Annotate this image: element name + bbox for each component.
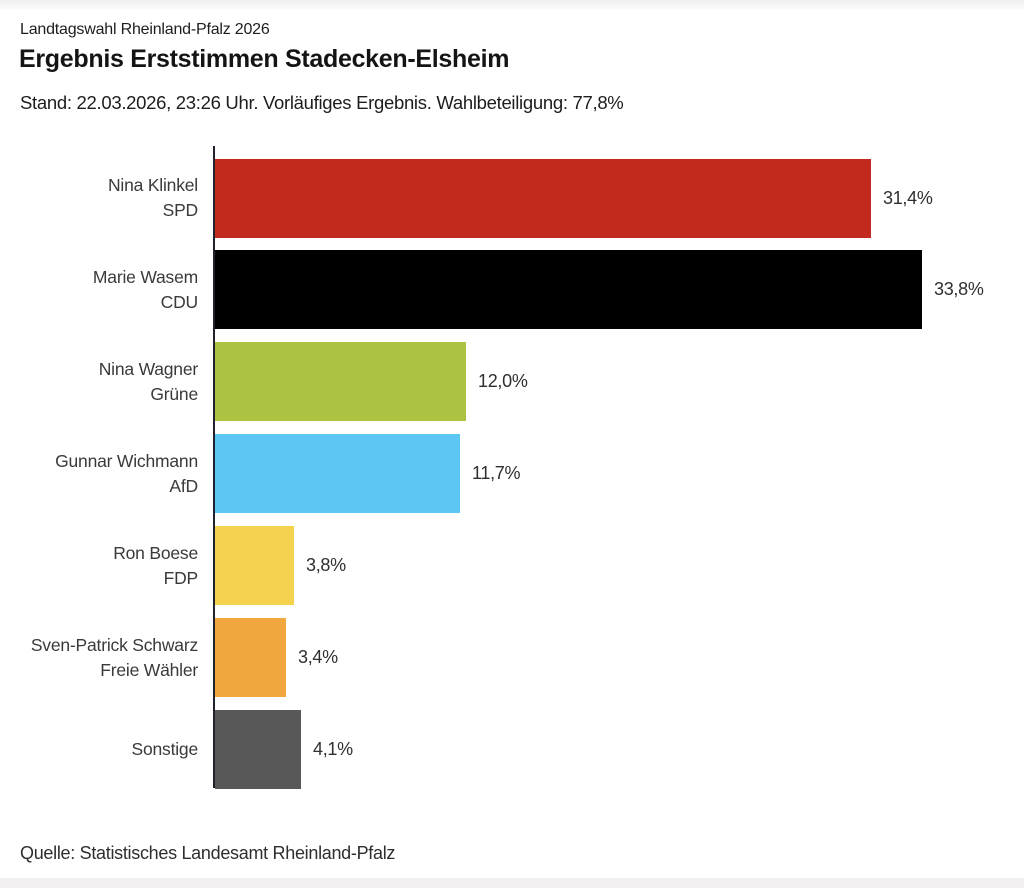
bar-category-label: Sonstige: [0, 703, 198, 795]
bar-track: 3,4%: [215, 612, 1024, 704]
bar-value-label: 4,1%: [313, 738, 353, 759]
bar-fill: [215, 434, 460, 514]
bar-category-label: Ron Boese FDP: [0, 520, 198, 612]
bar-value-label: 31,4%: [883, 187, 933, 208]
y-axis-line: [213, 146, 215, 788]
bar-track: 4,1%: [215, 703, 1024, 795]
candidate-name: Nina Klinkel: [107, 175, 198, 195]
candidate-name: Marie Wasem: [92, 266, 198, 287]
candidate-name: Ron Boese: [113, 542, 198, 563]
bar-value-label: 33,8%: [934, 279, 984, 300]
bar-category-label: Nina Klinkel SPD: [0, 152, 198, 244]
bar-fill: [215, 526, 294, 606]
candidate-name: Nina Wagner: [98, 358, 198, 379]
top-edge-strip: [0, 0, 1024, 9]
page-title: Ergebnis Erststimmen Stadecken-Elsheim: [19, 45, 510, 73]
bar-row: Gunnar Wichmann AfD 11,7%: [0, 428, 1024, 520]
bar-fill: [215, 618, 286, 697]
bar-track: 12,0%: [215, 336, 1024, 428]
bar-value-label: 3,4%: [298, 647, 338, 667]
party-name: FDP: [163, 567, 199, 588]
bar-track: 11,7%: [215, 428, 1024, 520]
bar-track: 33,8%: [215, 244, 1024, 336]
party-name: Grüne: [150, 383, 198, 404]
chart-kicker: Landtagswahl Rheinland-Pfalz 2026: [20, 21, 270, 38]
bar-category-label: Marie Wasem CDU: [0, 244, 198, 336]
bar-chart: Nina Klinkel SPD 31,4% Marie Wasem CDU 33,8% N…: [0, 146, 1024, 790]
party-name: AfD: [169, 475, 198, 496]
bar-fill: [215, 709, 301, 789]
bar-fill: [215, 250, 922, 330]
bar-value-label: 11,7%: [472, 463, 521, 484]
party-name: SPD: [162, 200, 199, 220]
candidate-name: Gunnar Wichmann: [55, 450, 198, 471]
bar-row: Nina Wagner Grüne 12,0%: [0, 336, 1024, 428]
party-name: CDU: [160, 291, 199, 312]
party-name: Freie Wähler: [100, 659, 198, 680]
bar-row: Sven-Patrick Schwarz Freie Wähler 3,4%: [0, 612, 1024, 704]
bar-row: Ron Boese FDP 3,8%: [0, 520, 1024, 612]
candidate-name: Sven-Patrick Schwarz: [30, 634, 198, 655]
bar-row: Nina Klinkel SPD 31,4%: [0, 152, 1024, 244]
bar-category-label: Gunnar Wichmann AfD: [0, 428, 198, 520]
bar-fill: [215, 158, 871, 238]
bar-category-label: Nina Wagner Grüne: [0, 336, 198, 428]
chart-status-line: Stand: 22.03.2026, 23:26 Uhr. Vorläufige…: [20, 92, 624, 113]
candidate-name: Sonstige: [131, 738, 198, 759]
source-credit: Quelle: Statistisches Landesamt Rheinlan…: [20, 843, 396, 863]
bar-row: Marie Wasem CDU 33,8%: [0, 244, 1024, 336]
bar-category-label: Sven-Patrick Schwarz Freie Wähler: [0, 612, 198, 704]
bar-track: 31,4%: [215, 152, 1024, 244]
bar-row: Sonstige 4,1%: [0, 703, 1024, 795]
bar-fill: [215, 342, 466, 422]
bottom-edge-strip: [0, 878, 1024, 888]
bar-track: 3,8%: [215, 520, 1024, 612]
bar-value-label: 3,8%: [306, 555, 346, 576]
bar-value-label: 12,0%: [478, 371, 528, 392]
